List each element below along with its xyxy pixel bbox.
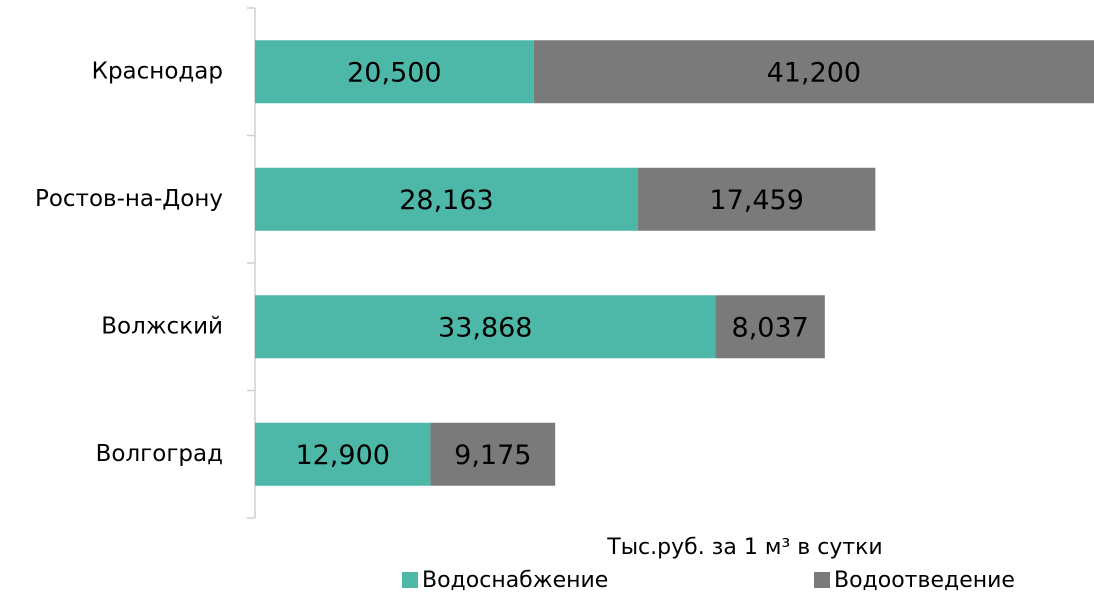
data-label: 9,175 [454, 440, 531, 471]
legend-label: Водоснабжение [422, 568, 608, 593]
bar-segment [715, 295, 825, 359]
category-label: Ростов-на-Дону [35, 186, 223, 212]
bar-segment [255, 295, 716, 359]
bar-segment [430, 422, 556, 486]
data-label: 17,459 [709, 185, 803, 216]
bar-segment [637, 167, 876, 231]
legend-swatch [814, 572, 830, 588]
data-label: 8,037 [732, 312, 809, 343]
category-label: Волжский [101, 313, 223, 339]
data-label: 12,900 [295, 440, 389, 471]
data-label: 33,868 [438, 312, 532, 343]
bar-segment [255, 40, 534, 104]
data-label: 20,500 [347, 57, 441, 88]
legend-label: Водоотведение [834, 568, 1015, 593]
legend-swatch [402, 572, 418, 588]
category-label: Волгоград [96, 441, 223, 467]
axis-title: Тыс.руб. за 1 м³ в сутки [606, 535, 882, 560]
data-label: 28,163 [399, 185, 493, 216]
bar-segment [255, 167, 638, 231]
bar-segment [533, 40, 1094, 104]
category-label: Краснодар [92, 58, 223, 84]
bar-segment [255, 422, 431, 486]
data-label: 41,200 [767, 57, 861, 88]
